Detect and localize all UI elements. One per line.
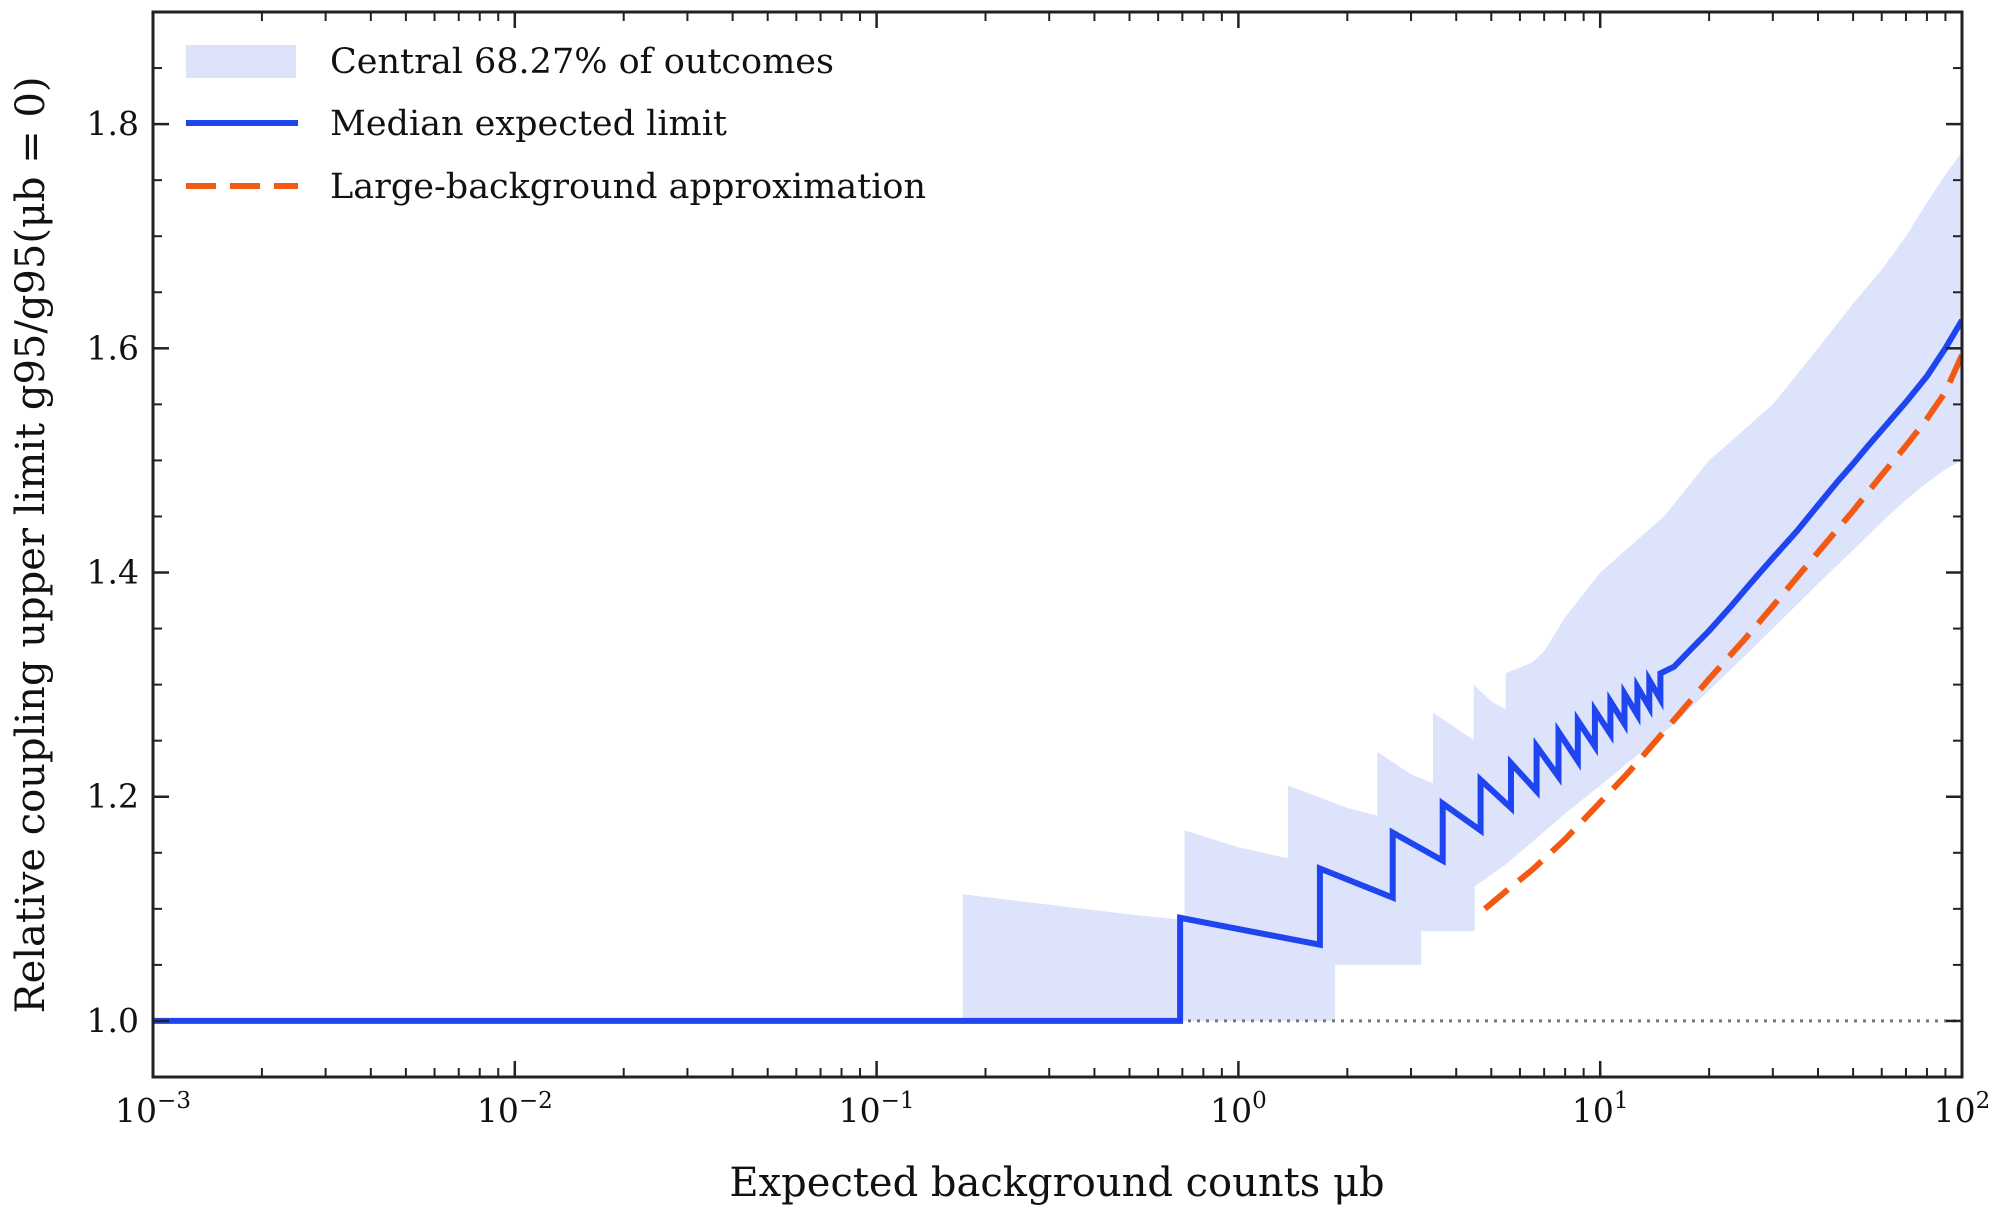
legend-approx-label: Large-background approximation <box>330 167 926 207</box>
plot-frame <box>151 10 1964 1079</box>
plot-area <box>153 152 1962 1024</box>
x-axis: 10−3 10−2 10−1 100 101 102 <box>115 12 1990 1130</box>
legend-band-label: Central 68.27% of outcomes <box>330 42 834 82</box>
x-tick-label: 10−1 <box>839 1088 915 1130</box>
y-axis-title-text: Relative coupling upper limit g95/g95(μb… <box>8 76 54 1013</box>
y-tick-label: 1.4 <box>87 553 139 592</box>
x-tick-label: 100 <box>1210 1088 1267 1130</box>
legend-band-swatch <box>186 45 296 78</box>
y-tick-label: 1.8 <box>87 104 139 143</box>
x-tick-label: 102 <box>1934 1088 1991 1130</box>
x-tick-label: 10−3 <box>115 1088 191 1130</box>
median-expected-limit-line <box>153 318 1962 1024</box>
x-tick-label: 10−2 <box>477 1088 553 1130</box>
y-axis-title: Relative coupling upper limit g95/g95(μb… <box>8 76 54 1013</box>
y-axis: 1.0 1.2 1.4 1.6 1.8 <box>87 11 1962 1078</box>
x-axis-title: Expected background counts μb <box>729 1160 1384 1206</box>
legend: Central 68.27% of outcomes Median expect… <box>186 42 926 207</box>
y-tick-label: 1.2 <box>87 777 139 816</box>
x-axis-title-text: Expected background counts μb <box>729 1160 1384 1206</box>
y-tick-label: 1.6 <box>87 328 139 367</box>
legend-median-label: Median expected limit <box>330 104 727 144</box>
large-background-approximation-line <box>1482 353 1962 912</box>
y-tick-label: 1.0 <box>87 1001 139 1040</box>
x-tick-label: 101 <box>1572 1088 1629 1130</box>
central-68-band <box>153 152 1962 1021</box>
